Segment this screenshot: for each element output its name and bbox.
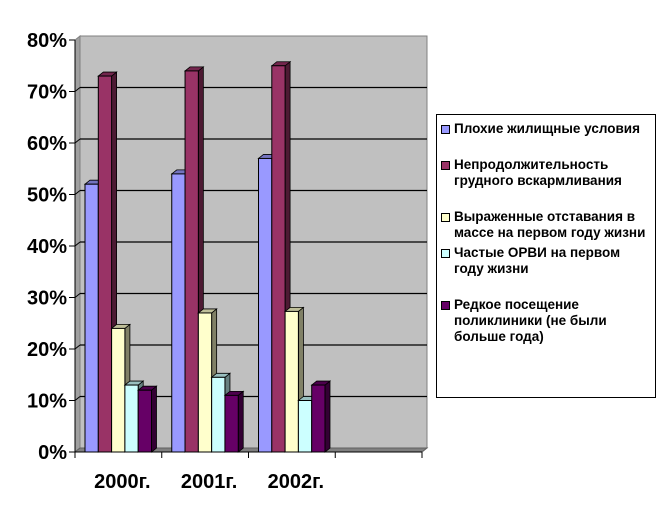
legend-item: Непродолжительность грудного вскармливан… [441,157,651,189]
bar-side [237,390,244,453]
bar [310,380,332,453]
bar-front [97,75,113,453]
bar-front [211,376,226,453]
legend-label: Непродолжительность грудного вскармливан… [454,157,622,188]
gridline-side [74,293,81,298]
legend: Плохие жилищные условия Непродолжительнос… [436,114,656,398]
legend-label: Выраженные отставания в массе на первом … [454,209,646,240]
bar-side [324,380,331,453]
bar-front [84,183,99,453]
bar-front [184,70,199,453]
y-tick-label: 30% [27,288,67,310]
bar-side [151,385,157,453]
y-tick-label: 60% [27,133,67,155]
y-tick-label: 50% [27,185,67,207]
legend-swatch [441,161,450,170]
bar-front [137,389,152,453]
x-category-label: 2001г. [181,471,237,493]
legend-swatch [441,249,450,258]
legend-swatch [441,301,450,310]
y-tick-label: 40% [27,236,67,258]
legend-item: Редкое посещение поликлиники (не были бо… [441,297,651,345]
bar [223,390,245,453]
y-tick-label: 80% [27,30,67,52]
bar-front [197,312,213,453]
bar [137,385,158,453]
gridline-side [74,190,81,195]
legend-swatch [441,125,450,134]
y-tick-label: 10% [27,391,67,413]
y-tick-label: 20% [27,339,67,361]
bar-front [311,384,326,453]
bar-front [258,157,273,453]
y-tick-label: 0% [38,442,67,464]
legend-item: Плохие жилищные условия [441,121,651,137]
legend-label: Редкое посещение поликлиники (не были бо… [454,297,607,344]
y-tick-label: 70% [27,82,67,104]
bar-front [171,173,186,453]
gridline-side [74,396,81,401]
bar-front [124,384,139,453]
gridline-side [74,344,81,350]
bar-front [297,400,313,453]
bar-front [284,310,299,453]
gridline-side [74,241,81,247]
gridline-side [74,138,81,144]
legend-item: Частые ОРВИ на первом году жизни [441,245,651,277]
gridline-side [74,87,81,92]
bar-front [271,65,286,453]
legend-swatch [441,213,450,222]
legend-label: Частые ОРВИ на первом году жизни [454,245,621,276]
x-category-label: 2002г. [268,471,324,493]
bar-front [111,327,126,453]
bar-front [224,394,239,453]
x-category-label: 2000г. [94,471,150,493]
legend-item: Выраженные отставания в массе на первом … [441,209,651,241]
legend-label: Плохие жилищные условия [454,121,640,136]
